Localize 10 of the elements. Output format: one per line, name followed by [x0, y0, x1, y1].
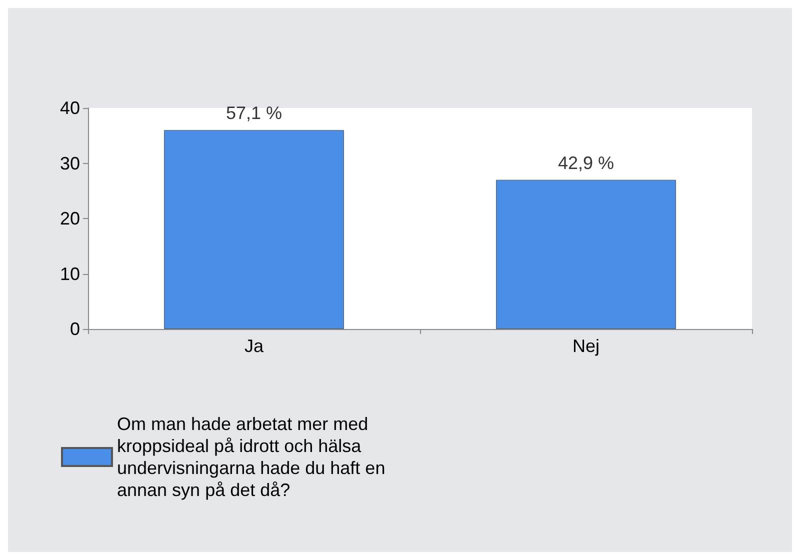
legend-label: Om man hade arbetat mer med kroppsideal på idrott och hälsa undervisningarna hade du haft en annan syn på det då? — [117, 414, 390, 500]
y-tick-label: 10 — [60, 264, 80, 284]
y-tick-label: 0 — [70, 319, 80, 339]
annotation: 42,9 % — [558, 152, 614, 173]
annotation: 57,1 % — [226, 103, 282, 124]
y-tick-label: 40 — [60, 98, 80, 118]
y-tick-label: 30 — [60, 153, 80, 174]
x-tick-label: Nej — [572, 336, 600, 356]
y-tick-label: 20 — [60, 208, 80, 228]
x-tick-label: Ja — [244, 336, 264, 356]
